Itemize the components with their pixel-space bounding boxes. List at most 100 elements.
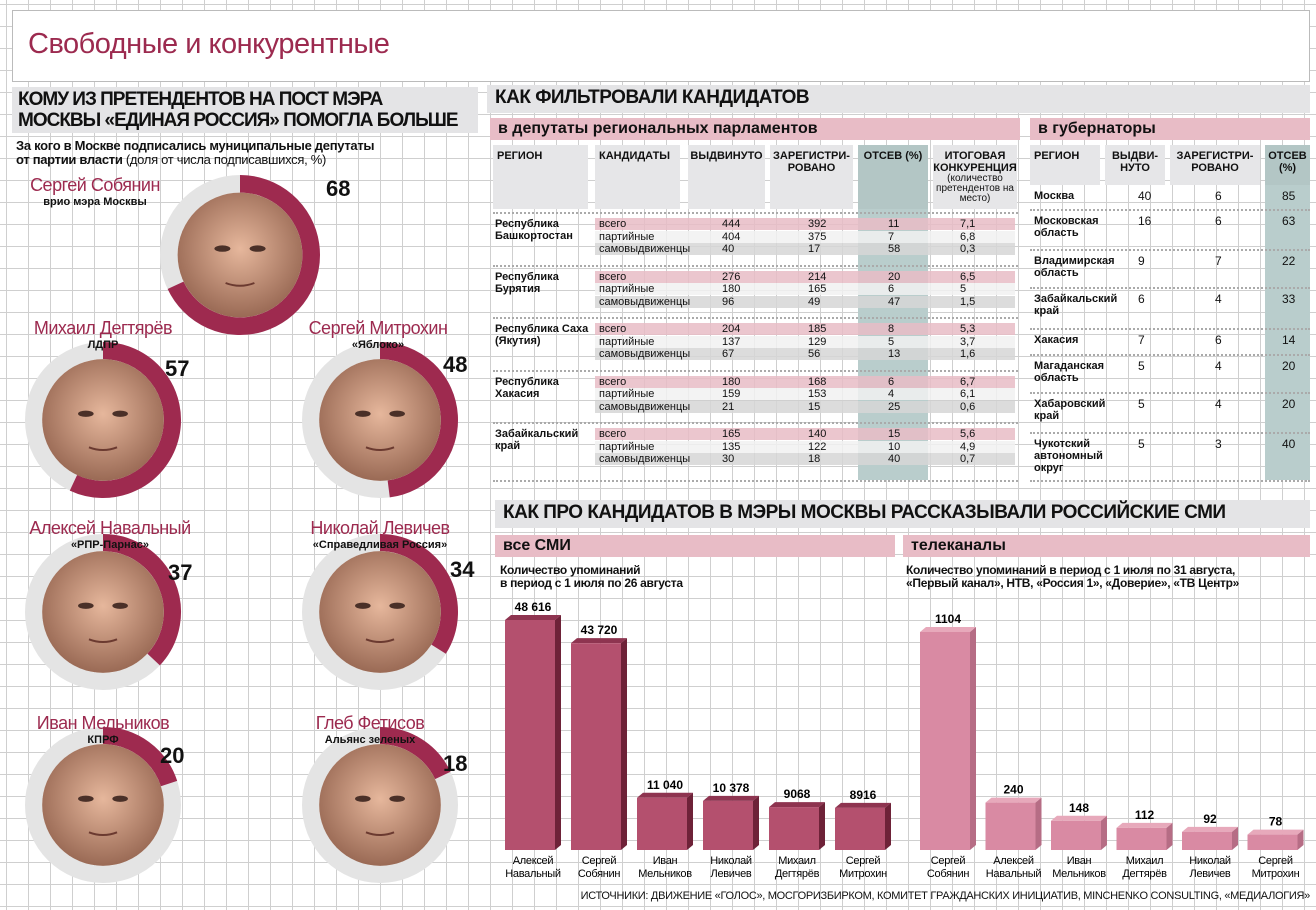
candidate-type: всего (599, 323, 627, 335)
bar-top (637, 792, 693, 798)
cell-value: 6 (1215, 189, 1222, 203)
cell-value: 3,7 (960, 335, 976, 348)
cell-value: 165 (808, 283, 827, 295)
donut-arc (379, 727, 451, 780)
donut-0 (160, 175, 320, 335)
divider (493, 264, 1018, 267)
eye (355, 795, 371, 802)
donut-6 (302, 727, 458, 883)
title-box (12, 10, 1310, 82)
donut-4 (302, 534, 458, 690)
eye (112, 602, 128, 609)
bar-category-label: Николай (710, 855, 752, 867)
divider (493, 480, 1018, 482)
cell-value: 180 (722, 375, 741, 388)
bar-side (687, 792, 693, 850)
divider (1030, 209, 1310, 211)
bar-value-label: 92 (1203, 812, 1217, 826)
cell-value: 20 (888, 270, 901, 283)
cell-value: 3 (1215, 437, 1222, 451)
cell-value: 7 (1138, 333, 1145, 347)
candidate-label: Иван Мельников КПРФ (13, 713, 193, 746)
page-title: Свободные и конкурентные (28, 28, 390, 60)
cell-value: 40 (1138, 189, 1152, 203)
region-name: Республика Саха (Якутия) (495, 323, 589, 347)
caption-line1: Количество упоминаний в период с 1 июля … (906, 563, 1236, 577)
bar (835, 807, 885, 850)
cell-value: 159 (722, 388, 741, 400)
mouth (365, 446, 395, 452)
column-header: ОТСЕВ (%) (858, 145, 928, 209)
cell-value: 47 (888, 295, 901, 308)
cell-value: 18 (808, 453, 821, 465)
bar-side (621, 638, 627, 850)
cell-value: 15 (888, 428, 901, 440)
divider (1030, 432, 1310, 434)
candidate-photo (42, 359, 164, 481)
bar-top (571, 638, 627, 644)
bar-value-label: 112 (1135, 808, 1155, 822)
tv-title: телеканалы (903, 535, 1310, 557)
column-header: ЗАРЕГИСТРИ-РОВАНО (1170, 145, 1260, 185)
mouth (88, 831, 118, 837)
bar-category-label: Михаил (778, 855, 816, 867)
cell-value: 56 (808, 348, 821, 360)
region-name: Республика Хакасия (495, 375, 559, 400)
row-bg (595, 388, 1015, 400)
cell-value: 168 (808, 375, 827, 388)
cell-value: 4 (1215, 292, 1222, 306)
cell-value: 14 (1282, 333, 1296, 347)
candidate-name: Сергей Митрохин (308, 318, 448, 338)
subtitle-note: (доля от числа подписавшихся, %) (122, 152, 326, 167)
candidate-label: Михаил Дегтярёв ЛДПР (13, 318, 193, 351)
bar-category-label: Николай (1189, 855, 1231, 867)
cell-value: 140 (808, 428, 827, 440)
bar (637, 797, 687, 850)
eye (112, 410, 128, 417)
candidate-party: «Яблоко» (351, 339, 405, 351)
cell-value: 6 (1215, 214, 1222, 228)
cell-value: 129 (808, 335, 827, 348)
candidate-label: Алексей Навальный «РПР-Парнас» (20, 518, 200, 551)
bar-category-label: Собянин (578, 868, 620, 880)
bar-top (1116, 822, 1173, 828)
column-header: ВЫДВИНУТО (688, 145, 765, 209)
donut-arc (167, 175, 320, 335)
bar-category-label: Навальный (986, 868, 1042, 880)
gov-title: в губернаторы (1030, 118, 1310, 140)
candidate-value: 68 (326, 176, 351, 201)
row-bg (595, 375, 1015, 388)
candidate-party: Альянс зеленых (324, 734, 416, 746)
cell-value: 444 (722, 218, 741, 230)
bar-value-label: 8916 (850, 788, 877, 802)
candidate-type: самовыдвиженцы (599, 243, 691, 255)
candidate-type: партийные (599, 335, 655, 348)
bar-category-label: Сергей (846, 855, 881, 867)
eye (112, 795, 128, 802)
cell-value: 67 (722, 348, 735, 360)
donut-arc (379, 534, 458, 654)
candidate-value: 20 (160, 743, 185, 768)
cell-value: 0,7 (960, 453, 976, 465)
candidate-value: 18 (443, 751, 468, 776)
row-bg (595, 218, 1015, 230)
candidate-value: 48 (443, 352, 468, 377)
bar-side (555, 615, 561, 850)
cell-value: 204 (722, 323, 741, 335)
cell-value: 5,3 (960, 323, 976, 335)
candidate-party: «РПР-Парнас» (70, 539, 150, 551)
candidate-value: 37 (168, 560, 193, 585)
bar-top (505, 615, 561, 620)
bar-category-label: Митрохин (839, 868, 887, 880)
cell-value: 6,1 (960, 388, 976, 400)
cell-value: 25 (888, 400, 901, 413)
cell-value: 96 (722, 295, 735, 308)
region-name: Забайкальский край (1034, 293, 1118, 317)
eye (214, 245, 231, 252)
cell-value: 40 (888, 453, 901, 465)
row-bg (595, 440, 1015, 453)
divider (493, 212, 1018, 214)
cell-value: 22 (1282, 254, 1296, 268)
region-name: Республика Бурятия (495, 270, 559, 295)
column-header: ОТСЕВ (%) (1265, 145, 1310, 185)
